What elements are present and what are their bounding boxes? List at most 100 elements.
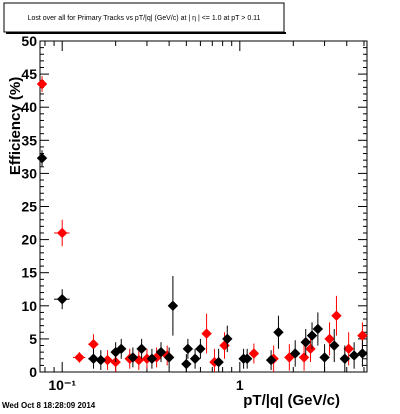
y-tick-label: 50 xyxy=(21,33,37,49)
diamond-marker xyxy=(102,354,113,366)
diamond-marker xyxy=(343,343,354,355)
data-points xyxy=(36,76,368,372)
diamond-marker xyxy=(324,333,335,345)
data-point xyxy=(265,350,277,371)
title-box-shadow xyxy=(6,32,286,34)
data-point xyxy=(305,335,316,363)
data-point xyxy=(331,295,342,336)
diamond-marker xyxy=(248,348,260,359)
data-point xyxy=(213,348,224,372)
data-point xyxy=(167,276,179,336)
diamond-marker xyxy=(312,323,324,335)
diamond-marker xyxy=(167,300,179,312)
diamond-marker xyxy=(95,354,107,366)
diamond-marker xyxy=(319,352,330,363)
diamond-marker xyxy=(331,310,342,321)
data-point xyxy=(54,219,70,247)
y-tick-label: 0 xyxy=(29,364,37,380)
y-tick-label: 5 xyxy=(29,331,37,347)
diamond-marker xyxy=(88,338,99,350)
footer-timestamp: Wed Oct 8 18:28:09 2014 xyxy=(2,401,96,410)
data-point xyxy=(312,312,324,346)
diamond-marker xyxy=(305,343,316,355)
data-point xyxy=(88,348,99,369)
diamond-marker xyxy=(36,152,48,164)
diamond-marker xyxy=(146,353,158,364)
diamond-marker xyxy=(306,330,318,341)
y-tick-label: 40 xyxy=(21,99,37,115)
diamond-marker xyxy=(181,358,192,370)
y-tick-label: 10 xyxy=(21,298,37,314)
y-tick-label: 25 xyxy=(21,199,37,215)
data-point xyxy=(357,340,368,367)
data-point xyxy=(182,338,194,359)
diamond-marker xyxy=(348,350,360,361)
data-point xyxy=(95,350,107,371)
diamond-marker xyxy=(195,343,206,355)
data-point xyxy=(189,348,201,369)
diamond-marker xyxy=(329,340,340,351)
diamond-marker xyxy=(136,343,147,355)
y-tick-label: 15 xyxy=(21,265,37,281)
series-1 xyxy=(36,150,368,372)
diamond-marker xyxy=(116,343,127,355)
data-point xyxy=(222,325,233,353)
y-tick-label: 20 xyxy=(21,232,37,248)
y-tick-label: 35 xyxy=(21,132,37,148)
data-point xyxy=(348,342,360,369)
diamond-marker xyxy=(155,346,167,358)
data-point xyxy=(136,338,147,359)
data-point xyxy=(298,344,310,371)
diamond-marker xyxy=(357,348,368,359)
diamond-marker xyxy=(36,78,48,90)
data-point xyxy=(116,338,127,359)
y-axis: 0 5 10 15 20 25 30 35 40 45 50 xyxy=(21,33,367,380)
diamond-marker xyxy=(339,353,351,364)
data-point xyxy=(127,347,139,368)
data-point xyxy=(181,354,192,372)
data-point xyxy=(300,328,311,356)
diamond-marker xyxy=(300,337,311,348)
diamond-marker xyxy=(241,353,253,364)
data-point xyxy=(201,313,212,354)
chart-title: Lost over all for Primary Tracks vs pT/|… xyxy=(28,15,261,22)
y-tick-label: 45 xyxy=(21,66,37,82)
diamond-marker xyxy=(357,330,368,341)
data-point xyxy=(324,322,335,356)
diamond-marker xyxy=(56,227,68,239)
diamond-marker xyxy=(213,356,224,368)
x-tick-label: 10⁻¹ xyxy=(48,377,76,393)
data-point xyxy=(72,352,86,363)
diamond-marker xyxy=(189,353,201,364)
data-point xyxy=(248,343,260,364)
diamond-marker xyxy=(88,353,99,364)
data-point xyxy=(339,345,351,372)
diamond-marker xyxy=(127,352,139,363)
data-point xyxy=(241,348,253,369)
x-tick-label: 1 xyxy=(236,377,244,393)
diamond-marker xyxy=(273,327,284,338)
data-point xyxy=(273,315,284,349)
data-point xyxy=(155,342,167,363)
data-point xyxy=(306,322,318,349)
diamond-marker xyxy=(222,333,233,345)
data-point xyxy=(284,344,295,371)
x-axis: 10⁻¹ 1 xyxy=(44,41,365,393)
x-axis-title: pT/|q| (GeV/c) xyxy=(243,392,340,409)
data-point xyxy=(36,76,48,92)
diamond-marker xyxy=(163,352,175,363)
y-axis-title: Efficiency (%) xyxy=(7,77,24,175)
diamond-marker xyxy=(265,354,277,366)
data-point xyxy=(102,350,113,371)
diamond-marker xyxy=(74,352,85,363)
diamond-marker xyxy=(284,352,295,363)
data-point xyxy=(110,342,121,363)
data-point xyxy=(163,347,175,368)
diamond-marker xyxy=(298,352,310,363)
diamond-marker xyxy=(289,348,301,359)
title-box xyxy=(3,2,285,33)
data-point xyxy=(195,338,206,359)
data-point xyxy=(319,344,330,371)
diamond-marker xyxy=(56,293,68,305)
